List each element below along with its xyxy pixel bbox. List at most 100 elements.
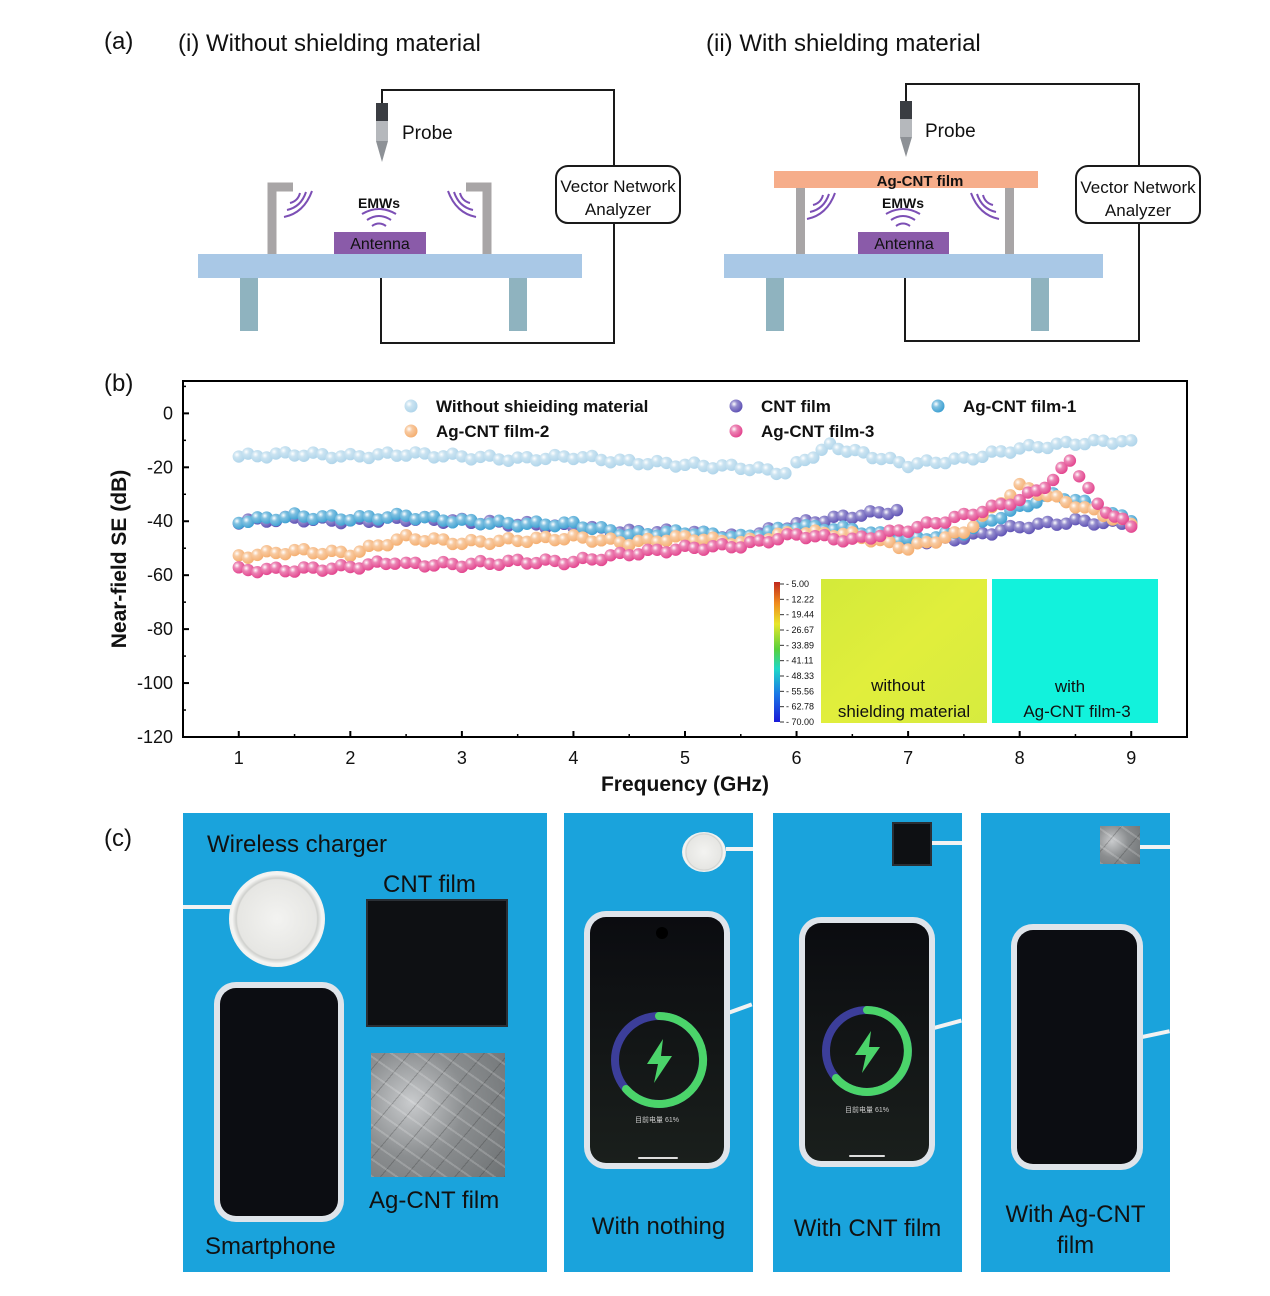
data-point	[316, 564, 329, 577]
data-point	[1082, 481, 1095, 495]
data-point	[799, 531, 813, 545]
y-tick-label: -40	[147, 511, 173, 531]
data-point	[939, 456, 952, 470]
data-point	[446, 537, 459, 551]
with-ag-cnt-label-line1: With Ag-CNT	[1005, 1201, 1146, 1228]
data-point	[1116, 512, 1130, 526]
data-point	[985, 514, 998, 527]
legend-label: Ag-CNT film-2	[436, 422, 549, 441]
se-chart: - 5.00 - 12.22 - 19.44 - 26.67 - 33.89 - 41.1…	[108, 380, 1188, 796]
data-point	[957, 526, 971, 539]
data-point	[669, 530, 682, 543]
data-point	[1091, 497, 1104, 510]
y-tick-label: -120	[137, 727, 173, 747]
data-point	[362, 451, 376, 465]
data-point	[585, 449, 599, 463]
x-tick-label: 6	[792, 748, 802, 768]
data-point	[1032, 517, 1045, 530]
data-point	[632, 457, 645, 471]
data-point	[846, 532, 859, 545]
x-axis-label: Frequency (GHz)	[601, 773, 769, 796]
probe-icon-left	[376, 103, 388, 162]
antenna-right	[858, 232, 949, 254]
data-point	[1069, 438, 1082, 451]
data-point	[455, 537, 469, 551]
data-point	[585, 522, 599, 536]
data-point	[437, 514, 450, 527]
data-point	[1004, 519, 1017, 533]
colorbar-label: - 33.89	[786, 640, 814, 650]
wireless-charger	[229, 871, 325, 967]
wave-icon-right-2	[970, 192, 1000, 220]
with-ag-cnt-label-line2: film	[1056, 1232, 1095, 1259]
stand-right-1	[796, 188, 805, 254]
y-tick-label: -60	[147, 565, 173, 585]
data-point	[771, 533, 785, 546]
data-point	[474, 450, 487, 464]
data-point	[437, 533, 450, 546]
data-point	[502, 554, 515, 568]
data-point	[297, 561, 311, 574]
data-point	[734, 541, 747, 554]
vna-label-right-1: Vector Network	[1080, 178, 1196, 197]
data-point	[623, 538, 636, 552]
data-point	[1087, 433, 1101, 447]
x-tick-label: 8	[1015, 748, 1025, 768]
field-map-without	[821, 579, 987, 723]
vna-box-right	[1075, 165, 1201, 224]
home-indicator	[638, 1157, 678, 1159]
data-point	[557, 516, 571, 529]
data-point	[567, 452, 580, 466]
data-point	[325, 509, 338, 522]
data-point	[446, 557, 459, 571]
legend-marker	[931, 399, 945, 413]
data-point	[623, 453, 636, 467]
data-point	[1069, 512, 1082, 526]
data-point	[241, 551, 255, 564]
data-point	[697, 543, 710, 556]
data-point	[353, 545, 366, 558]
smartphone	[214, 982, 344, 1222]
data-point	[492, 514, 506, 527]
data-point	[1032, 441, 1045, 454]
table-leg-left-2	[509, 278, 527, 331]
data-point	[957, 451, 971, 464]
data-point	[539, 452, 552, 466]
wave-icon-left-1	[283, 190, 313, 218]
data-point	[957, 507, 971, 521]
data-point	[901, 543, 915, 556]
data-point	[976, 526, 989, 540]
data-point	[306, 547, 320, 560]
camera-notch	[656, 927, 668, 939]
data-point	[715, 459, 729, 472]
data-point	[362, 539, 376, 553]
data-point	[288, 565, 301, 578]
photo-with-ag-cnt-film: With Ag-CNT film	[981, 813, 1170, 1272]
data-point	[939, 531, 952, 544]
legend-marker	[729, 399, 743, 413]
colorbar-label: - 5.00	[786, 579, 809, 589]
data-point	[474, 554, 487, 568]
inset-left-label-1: without	[870, 676, 925, 695]
data-point	[232, 549, 245, 562]
data-point	[1050, 437, 1064, 450]
ag-cnt-film-label: Ag-CNT film	[369, 1187, 500, 1214]
data-point	[418, 535, 431, 548]
data-point	[306, 512, 320, 526]
data-point	[334, 450, 348, 463]
table-leg-left-1	[240, 278, 258, 331]
y-tick-label: 0	[163, 403, 173, 423]
data-point	[241, 447, 255, 460]
data-point	[353, 510, 366, 523]
data-point	[818, 528, 831, 542]
data-point	[325, 451, 338, 465]
data-point	[567, 555, 580, 569]
data-point	[269, 447, 283, 460]
data-point	[530, 531, 543, 545]
data-point	[279, 565, 292, 578]
data-point	[1046, 473, 1060, 487]
data-point	[409, 556, 422, 570]
setup-diagram: Probe Vector Network Analyzer EMWs Anten…	[198, 83, 1201, 344]
data-point	[381, 539, 394, 552]
data-point	[483, 557, 496, 571]
